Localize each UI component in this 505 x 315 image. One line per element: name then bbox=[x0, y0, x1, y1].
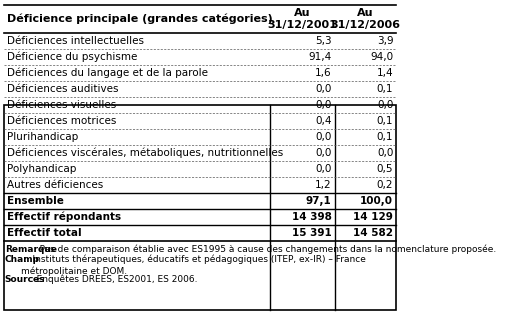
Text: : Pas de comparaison établie avec ES1995 à cause des changements dans la nomencl: : Pas de comparaison établie avec ES1995… bbox=[31, 245, 496, 255]
Text: Champ: Champ bbox=[5, 255, 40, 264]
Text: Déficiences du langage et de la parole: Déficiences du langage et de la parole bbox=[7, 68, 208, 78]
Text: Effectif total: Effectif total bbox=[7, 228, 82, 238]
Text: 0,1: 0,1 bbox=[377, 132, 393, 142]
Text: 97,1: 97,1 bbox=[306, 196, 331, 206]
Text: Déficiences intellectuelles: Déficiences intellectuelles bbox=[7, 36, 144, 46]
Text: Déficiences motrices: Déficiences motrices bbox=[7, 116, 117, 126]
Text: 91,4: 91,4 bbox=[308, 52, 331, 62]
Bar bbox=[4, 105, 396, 310]
Text: Déficience principale (grandes catégories): Déficience principale (grandes catégorie… bbox=[7, 14, 273, 24]
Text: 14 582: 14 582 bbox=[354, 228, 393, 238]
Text: Déficiences viscérales, métaboliques, nutritionnelles: Déficiences viscérales, métaboliques, nu… bbox=[7, 148, 283, 158]
Text: 1,4: 1,4 bbox=[377, 68, 393, 78]
Text: 15 391: 15 391 bbox=[292, 228, 331, 238]
Text: 0,0: 0,0 bbox=[377, 148, 393, 158]
Text: 0,0: 0,0 bbox=[377, 100, 393, 110]
Text: 1,2: 1,2 bbox=[315, 180, 331, 190]
Text: Déficience du psychisme: Déficience du psychisme bbox=[7, 52, 137, 62]
Text: 14 129: 14 129 bbox=[354, 212, 393, 222]
Text: 0,0: 0,0 bbox=[315, 100, 331, 110]
Text: Sources: Sources bbox=[5, 275, 45, 284]
Text: 1,6: 1,6 bbox=[315, 68, 331, 78]
Text: Effectif répondants: Effectif répondants bbox=[7, 212, 121, 222]
Text: : Enquêtes DREES, ES2001, ES 2006.: : Enquêtes DREES, ES2001, ES 2006. bbox=[28, 275, 197, 284]
Text: Déficiences auditives: Déficiences auditives bbox=[7, 84, 119, 94]
Text: 0,0: 0,0 bbox=[315, 84, 331, 94]
Text: :  Instituts thérapeutiques, éducatifs et pédagogiques (ITEP, ex-IR) – France
mé: : Instituts thérapeutiques, éducatifs et… bbox=[21, 255, 366, 276]
Text: Au
31/12/2001: Au 31/12/2001 bbox=[267, 8, 337, 30]
Text: 0,1: 0,1 bbox=[377, 116, 393, 126]
Text: 0,4: 0,4 bbox=[315, 116, 331, 126]
Text: Polyhandicap: Polyhandicap bbox=[7, 164, 77, 174]
Text: Remarque: Remarque bbox=[5, 245, 57, 254]
Text: 0,0: 0,0 bbox=[315, 164, 331, 174]
Text: 5,3: 5,3 bbox=[315, 36, 331, 46]
Text: 0,5: 0,5 bbox=[377, 164, 393, 174]
Text: 0,1: 0,1 bbox=[377, 84, 393, 94]
Text: 0,2: 0,2 bbox=[377, 180, 393, 190]
Text: Plurihandicap: Plurihandicap bbox=[7, 132, 78, 142]
Text: 0,0: 0,0 bbox=[315, 132, 331, 142]
Text: 94,0: 94,0 bbox=[370, 52, 393, 62]
Text: 0,0: 0,0 bbox=[315, 148, 331, 158]
Text: 14 398: 14 398 bbox=[291, 212, 331, 222]
Text: 100,0: 100,0 bbox=[360, 196, 393, 206]
Text: 3,9: 3,9 bbox=[377, 36, 393, 46]
Text: Autres déficiences: Autres déficiences bbox=[7, 180, 104, 190]
Text: Au
31/12/2006: Au 31/12/2006 bbox=[331, 8, 400, 30]
Text: Ensemble: Ensemble bbox=[7, 196, 64, 206]
Text: Déficiences visuelles: Déficiences visuelles bbox=[7, 100, 116, 110]
